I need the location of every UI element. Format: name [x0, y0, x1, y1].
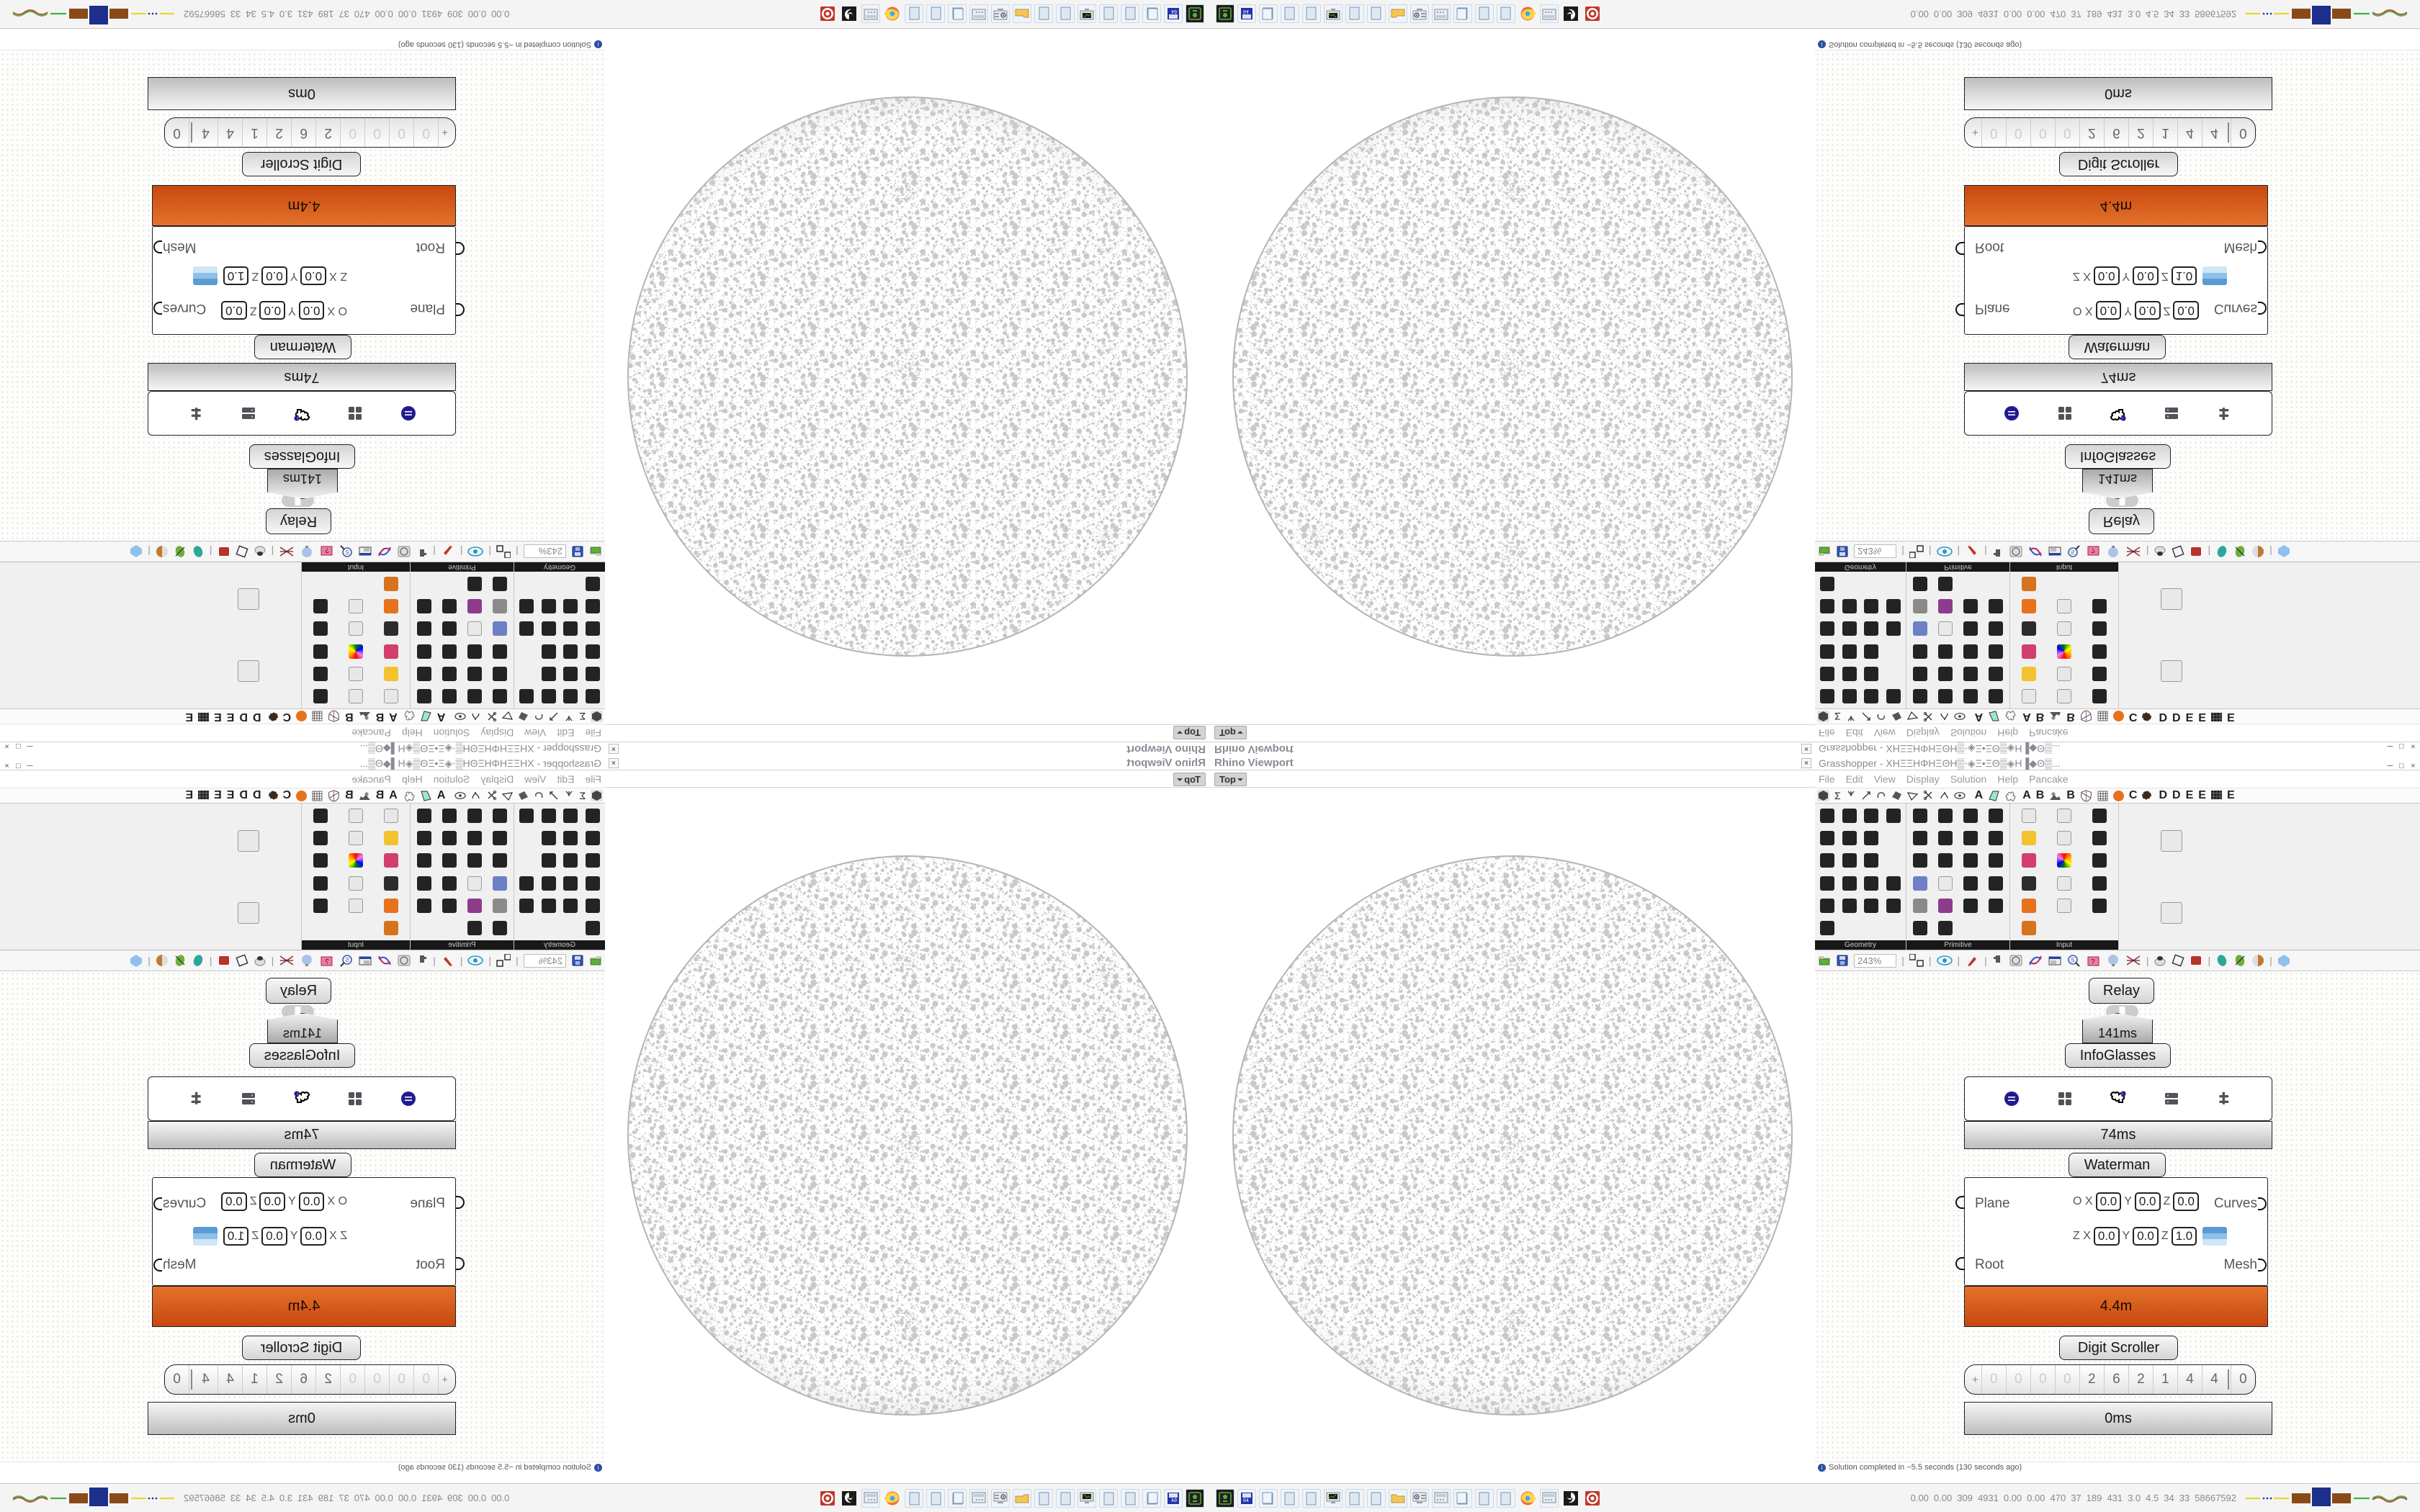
svg-text:?: ?: [2091, 958, 2095, 966]
svg-text:S: S: [346, 549, 349, 555]
svg-text:i: i: [2122, 1092, 2123, 1097]
svg-text:64: 64: [1243, 1498, 1249, 1503]
svg-text:64: 64: [1171, 9, 1177, 14]
svg-text:S: S: [2071, 957, 2074, 963]
svg-text:?: ?: [325, 546, 329, 554]
svg-text:64: 64: [1171, 1498, 1177, 1503]
svg-text:?: ?: [2091, 546, 2095, 554]
svg-text:S: S: [346, 957, 349, 963]
svg-text:S: S: [2071, 549, 2074, 555]
svg-text:i: i: [2122, 415, 2123, 420]
svg-text:?: ?: [325, 958, 329, 966]
svg-text:64: 64: [1243, 9, 1249, 14]
